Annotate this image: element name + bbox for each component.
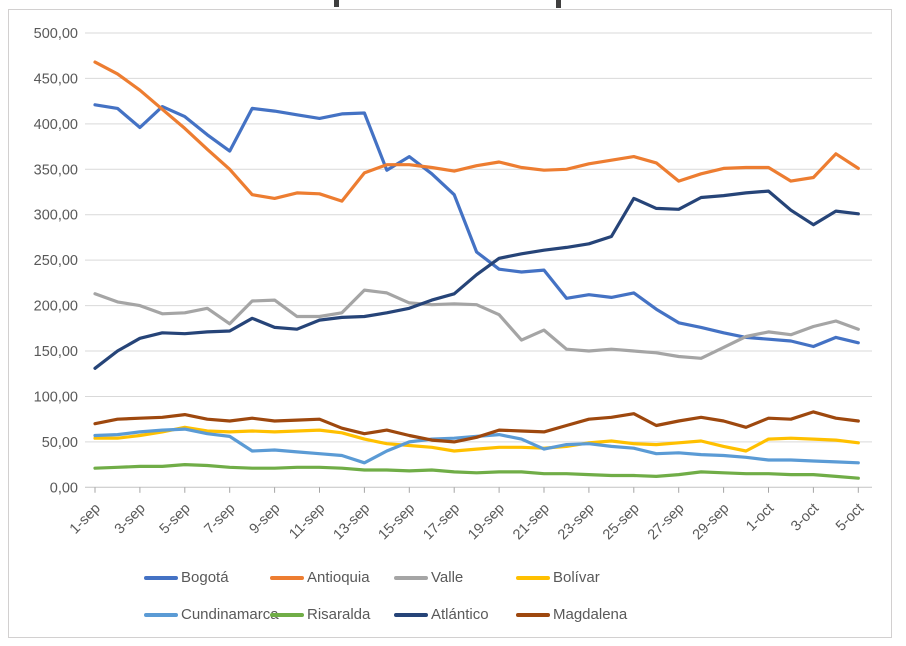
legend-label: Antioquia	[307, 569, 370, 586]
x-axis-tick-label: 11-sep	[286, 501, 328, 543]
x-axis-tick-label: 7-sep	[202, 501, 239, 538]
x-axis-tick-label: 19-sep	[465, 501, 508, 544]
x-axis-tick-label: 3-oct	[788, 501, 822, 535]
y-axis-tick-label: 250,00	[34, 253, 78, 269]
y-axis-tick-label: 0,00	[50, 480, 78, 496]
legend-line-marker	[270, 613, 304, 617]
legend-line-marker	[394, 613, 428, 617]
legend-label: Risaralda	[307, 606, 371, 623]
legend-label: Atlántico	[431, 606, 489, 623]
x-axis-tick-label: 5-sep	[157, 501, 194, 538]
y-axis-tick-label: 300,00	[34, 208, 78, 224]
legend-label: Cundinamarca	[181, 606, 279, 623]
x-axis-tick-label: 17-sep	[420, 501, 463, 544]
legend-label: Bolívar	[553, 569, 600, 586]
legend-item-antioquia[interactable]: Antioquia	[270, 568, 370, 588]
x-axis-tick-label: 27-sep	[645, 501, 688, 544]
x-axis-tick-label: 23-sep	[555, 501, 598, 544]
legend-line-marker	[270, 576, 304, 580]
legend-label: Bogotá	[181, 569, 229, 586]
legend-item-magdalena[interactable]: Magdalena	[516, 605, 627, 625]
x-axis-tick-label: 21-sep	[510, 501, 553, 544]
y-axis-tick-label: 450,00	[34, 71, 78, 87]
series-line-antioquia	[93, 60, 860, 203]
y-axis-tick-label: 400,00	[34, 117, 78, 133]
legend-item-risaralda[interactable]: Risaralda	[270, 605, 370, 625]
x-axis-tick-label: 5-oct	[833, 501, 867, 535]
y-axis-tick-label: 100,00	[34, 389, 78, 405]
y-axis-tick-label: 500,00	[34, 26, 78, 42]
chart-border	[8, 9, 892, 638]
series-line-bogotá	[93, 103, 860, 349]
y-axis-tick-label: 50,00	[42, 435, 78, 451]
x-axis-tick-label: 15-sep	[375, 501, 418, 544]
cropped-title-fragment	[556, 0, 561, 8]
x-axis-tick-label: 25-sep	[600, 501, 643, 544]
y-axis-tick-label: 150,00	[34, 344, 78, 360]
y-axis-tick-label: 200,00	[34, 299, 78, 315]
legend-item-valle[interactable]: Valle	[394, 568, 463, 588]
legend-item-bogotá[interactable]: Bogotá	[144, 568, 229, 588]
legend-line-marker	[394, 576, 428, 580]
legend-label: Magdalena	[553, 606, 628, 623]
legend-item-cundinamarca[interactable]: Cundinamarca	[144, 605, 279, 625]
legend-label: Valle	[431, 569, 464, 586]
x-axis-tick-label: 3-sep	[112, 501, 149, 538]
x-axis-tick-label: 13-sep	[331, 501, 374, 544]
series-line-magdalena	[93, 410, 860, 444]
x-axis-tick-label: 1-oct	[743, 501, 777, 535]
legend-line-marker	[516, 613, 550, 617]
series-line-cundinamarca	[93, 427, 860, 465]
legend-item-bolívar[interactable]: Bolívar	[516, 568, 600, 588]
legend-item-atlántico[interactable]: Atlántico	[394, 605, 489, 625]
series-line-risaralda	[93, 463, 860, 480]
x-axis-tick-label: 1-sep	[67, 501, 104, 538]
legend-line-marker	[516, 576, 550, 580]
legend-line-marker	[144, 613, 178, 617]
series-line-bolívar	[93, 425, 860, 453]
y-axis-tick-label: 350,00	[34, 162, 78, 178]
legend-line-marker	[144, 576, 178, 580]
x-axis-tick-label: 29-sep	[690, 501, 733, 544]
series-line-atlántico	[93, 189, 860, 370]
series-line-valle	[93, 288, 860, 360]
x-axis-tick-label: 9-sep	[246, 501, 283, 538]
cropped-title-fragment	[334, 0, 339, 7]
